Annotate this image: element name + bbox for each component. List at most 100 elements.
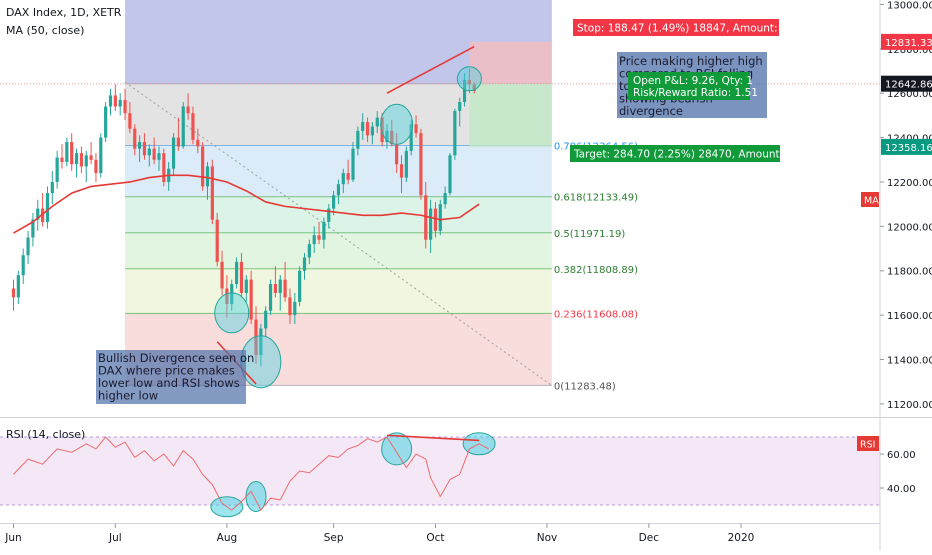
candle[interactable] xyxy=(414,115,418,138)
divergence-highlight-ellipse[interactable] xyxy=(214,292,250,334)
candle[interactable] xyxy=(424,181,428,249)
candle[interactable] xyxy=(201,142,205,191)
candle[interactable] xyxy=(244,275,248,302)
divergence-highlight-ellipse[interactable] xyxy=(456,66,482,92)
candle[interactable] xyxy=(138,135,142,163)
candle[interactable] xyxy=(205,162,210,200)
candle[interactable] xyxy=(186,93,190,120)
candle[interactable] xyxy=(225,275,229,318)
candle[interactable] xyxy=(239,252,244,298)
candle[interactable] xyxy=(254,306,258,364)
candle[interactable] xyxy=(356,126,360,156)
candle[interactable] xyxy=(230,279,234,311)
rsi-badge[interactable] xyxy=(857,436,879,451)
stop-zone[interactable] xyxy=(469,41,552,84)
candle[interactable] xyxy=(89,142,93,165)
candle[interactable] xyxy=(50,170,54,205)
candle[interactable] xyxy=(235,257,239,289)
candle[interactable] xyxy=(16,270,20,305)
candle[interactable] xyxy=(458,97,462,127)
open-pnl-box[interactable] xyxy=(628,72,750,100)
candle[interactable] xyxy=(380,113,384,147)
candle[interactable] xyxy=(55,150,59,189)
candle[interactable] xyxy=(327,204,331,229)
candle[interactable] xyxy=(298,266,302,307)
price-scale-tag[interactable] xyxy=(881,33,932,50)
candle[interactable] xyxy=(84,150,88,182)
stop-label-box[interactable] xyxy=(573,19,779,36)
candle[interactable] xyxy=(385,124,389,149)
candle[interactable] xyxy=(191,106,195,145)
candle[interactable] xyxy=(278,275,282,311)
rsi-pane[interactable] xyxy=(0,432,880,518)
candle[interactable] xyxy=(118,93,122,116)
target-label-box[interactable] xyxy=(570,145,780,162)
candle[interactable] xyxy=(293,292,297,325)
candle[interactable] xyxy=(220,250,224,296)
candle[interactable] xyxy=(147,144,151,167)
candle[interactable] xyxy=(142,133,147,160)
candle[interactable] xyxy=(472,82,476,94)
price-scale-tag[interactable] xyxy=(881,138,932,155)
candle[interactable] xyxy=(346,159,350,185)
target-zone[interactable] xyxy=(469,83,552,147)
candle[interactable] xyxy=(433,201,438,238)
ma-badge[interactable] xyxy=(861,192,879,207)
price-scale-tag[interactable] xyxy=(881,75,932,92)
candle[interactable] xyxy=(336,179,341,205)
candle[interactable] xyxy=(438,199,442,236)
candle[interactable] xyxy=(181,102,185,149)
candle[interactable] xyxy=(399,155,404,194)
candle[interactable] xyxy=(113,84,117,111)
candle[interactable] xyxy=(152,137,156,165)
candle[interactable] xyxy=(70,133,74,171)
candle[interactable] xyxy=(99,133,103,178)
candle[interactable] xyxy=(36,199,40,231)
candle[interactable] xyxy=(249,270,253,325)
candle[interactable] xyxy=(264,306,268,338)
candle[interactable] xyxy=(395,133,399,174)
candle[interactable] xyxy=(409,119,413,156)
ma-line[interactable] xyxy=(13,174,480,234)
rsi-trend-line[interactable] xyxy=(386,434,480,442)
candle[interactable] xyxy=(448,153,452,196)
candle[interactable] xyxy=(74,148,79,178)
candle[interactable] xyxy=(104,102,108,143)
candle[interactable] xyxy=(443,186,447,209)
candle[interactable] xyxy=(128,102,132,134)
candle[interactable] xyxy=(317,221,321,245)
candle[interactable] xyxy=(370,122,374,145)
candle[interactable] xyxy=(453,108,457,160)
divergence-trend-line[interactable] xyxy=(386,45,475,94)
candle[interactable] xyxy=(268,279,273,316)
candle[interactable] xyxy=(45,186,50,229)
candle[interactable] xyxy=(41,193,45,227)
candle[interactable] xyxy=(375,110,379,134)
candle[interactable] xyxy=(162,148,166,187)
candle[interactable] xyxy=(79,146,83,174)
candle[interactable] xyxy=(322,217,326,249)
candle[interactable] xyxy=(157,146,161,171)
candle[interactable] xyxy=(419,128,423,200)
price-pane[interactable]: 0.786(12364.56)0.618(12133.49)0.5(11971.… xyxy=(0,0,880,404)
candle[interactable] xyxy=(288,288,292,325)
candle[interactable] xyxy=(467,68,471,94)
candle[interactable] xyxy=(26,230,30,265)
candle[interactable] xyxy=(273,266,277,298)
candle[interactable] xyxy=(283,261,287,302)
candle[interactable] xyxy=(171,133,176,176)
candle[interactable] xyxy=(361,113,365,140)
candle[interactable] xyxy=(259,324,263,367)
candle[interactable] xyxy=(312,226,316,253)
candle[interactable] xyxy=(196,128,200,154)
candle[interactable] xyxy=(65,137,69,167)
candle[interactable] xyxy=(31,213,35,247)
candle[interactable] xyxy=(133,124,137,156)
candle[interactable] xyxy=(108,88,113,116)
candle[interactable] xyxy=(429,199,433,253)
candle[interactable] xyxy=(176,117,180,151)
candle[interactable] xyxy=(123,88,127,120)
candle[interactable] xyxy=(11,279,16,311)
